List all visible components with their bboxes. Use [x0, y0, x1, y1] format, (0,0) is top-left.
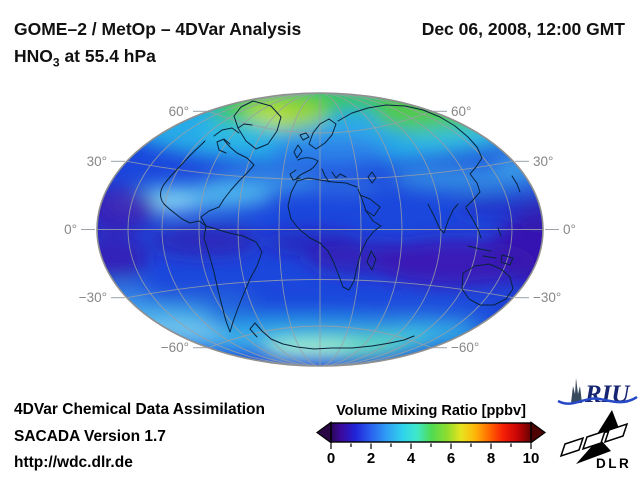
colorbar-tick-10: 10: [523, 450, 540, 467]
lat-label-right-m60: −60°: [451, 340, 479, 355]
lat-label-left-0: 0°: [64, 222, 77, 237]
datetime-label: Dec 06, 2008, 12:00 GMT: [421, 19, 625, 39]
colorbar: Volume Mixing Ratio [ppbv] 0 2 4 6 8 10: [315, 403, 547, 467]
footer-credits: 4DVar Chemical Data Assimilation SACADA …: [14, 397, 265, 477]
colorbar-tick-0: 0: [327, 450, 335, 467]
dlr-logo-text: DLR: [596, 456, 631, 471]
colorbar-tick-8: 8: [487, 450, 495, 467]
colorbar-gradient: [330, 422, 532, 443]
latitude-labels: 60° 30° 0° −30° −60° 60° 30° 0° −30° −60…: [64, 104, 576, 355]
pressure-level: at 55.4 hPa: [59, 46, 156, 66]
colorbar-tick-marks: [330, 443, 532, 449]
world-heatmap: [97, 93, 543, 366]
colorbar-tick-6: 6: [447, 450, 455, 467]
riu-logo: RIU: [557, 378, 638, 408]
footer-line-1: 4DVar Chemical Data Assimilation: [14, 401, 265, 418]
colorbar-title: Volume Mixing Ratio [ppbv]: [336, 403, 526, 419]
dlr-parallelogram-mid: [581, 429, 607, 451]
footer-line-3: http://wdc.dlr.de: [14, 454, 133, 471]
lat-label-left-60: 60°: [169, 104, 189, 119]
page-subtitle: HNO3 at 55.4 hPa: [14, 46, 156, 70]
globe-outline: [96, 92, 544, 367]
lat-label-right-30: 30°: [533, 154, 553, 169]
dlr-tail-icon: [576, 438, 611, 464]
page-title: GOME–2 / MetOp – 4DVar Analysis: [14, 19, 302, 39]
dlr-parallelogram-left: [559, 436, 585, 458]
colorbar-tick-4: 4: [407, 450, 416, 467]
lat-label-right-m30: −30°: [533, 290, 561, 305]
lat-label-left-m60: −60°: [161, 340, 189, 355]
colorbar-arrow-left: [315, 421, 332, 444]
lat-label-right-0: 0°: [563, 222, 576, 237]
footer-line-2: SACADA Version 1.7: [14, 427, 166, 445]
riu-logo-text: RIU: [584, 381, 631, 408]
lat-label-left-m30: −30°: [79, 290, 107, 305]
dlr-parallelogram-right: [603, 422, 629, 444]
colorbar-tick-2: 2: [367, 450, 375, 467]
colorbar-arrow-right: [530, 421, 547, 444]
formula-subscript: 3: [52, 55, 60, 70]
dlr-logo: DLR: [559, 410, 631, 471]
chemical-formula: HNO: [14, 46, 53, 66]
graticule: [97, 93, 543, 366]
coastlines: [160, 100, 538, 350]
rhine-wave-icon: [557, 395, 638, 405]
lat-label-left-30: 30°: [87, 154, 107, 169]
cathedral-icon: [571, 378, 582, 403]
lat-label-right-60: 60°: [451, 104, 471, 119]
